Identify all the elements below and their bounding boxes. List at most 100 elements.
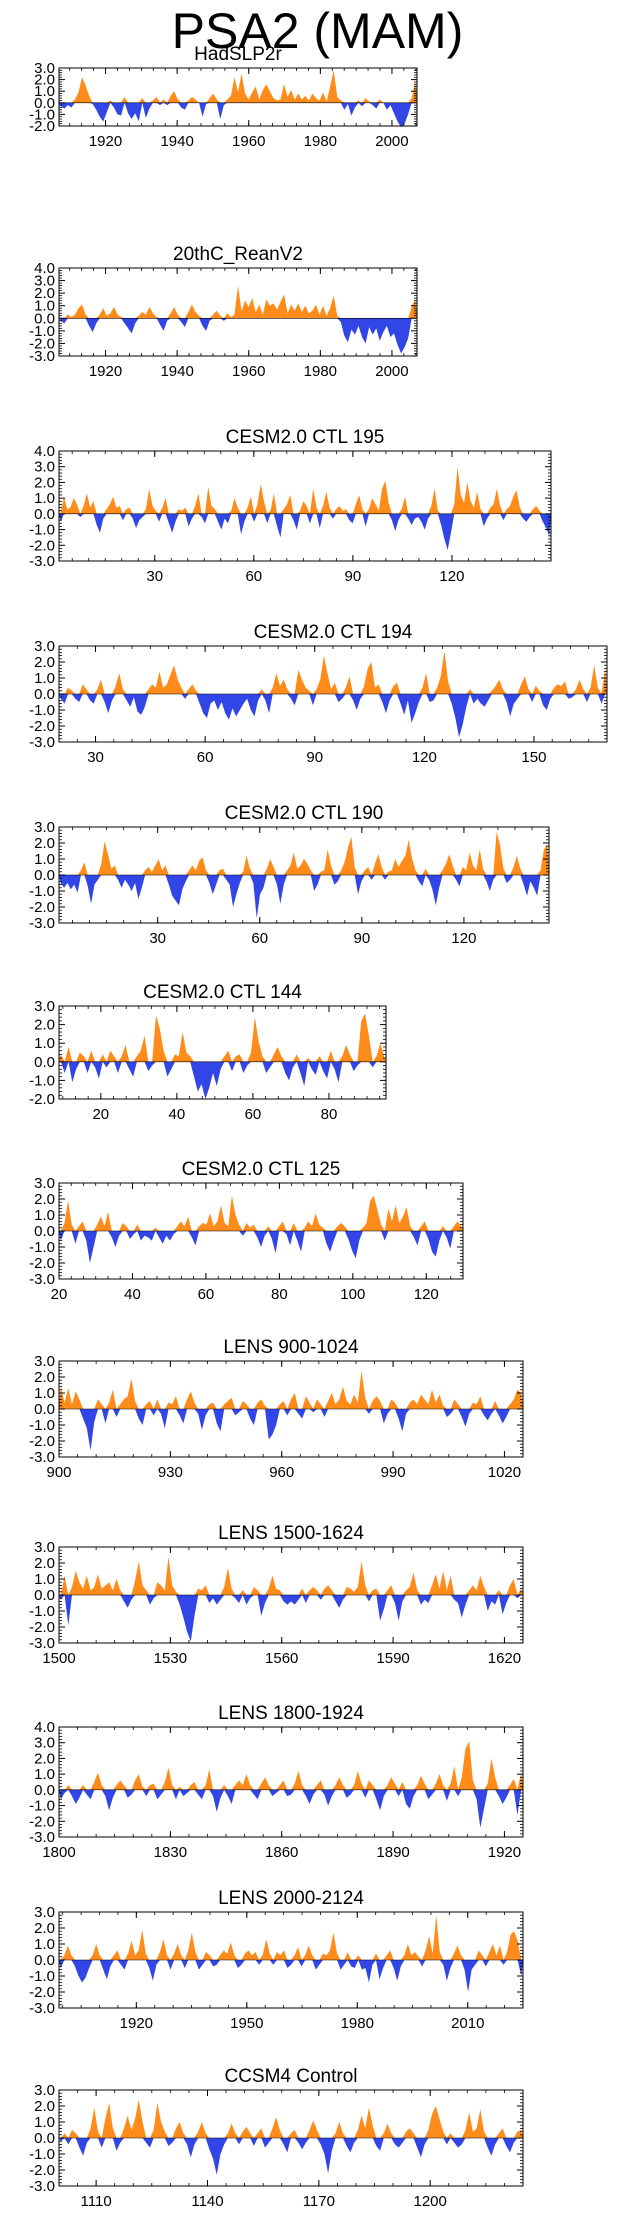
x-tick-label: 120 [451, 930, 476, 947]
y-tick-label: 0.0 [34, 686, 55, 703]
negative-area-series [59, 514, 551, 550]
y-tick-label: -3.0 [29, 734, 55, 751]
positive-area-series [59, 832, 549, 875]
y-tick-label: 3.0 [34, 1353, 55, 1370]
y-tick-label: -2.0 [29, 118, 55, 135]
x-tick-label: 960 [269, 1464, 294, 1481]
chart-title: CESM2.0 CTL 190 [225, 803, 384, 824]
negative-area-series [59, 694, 607, 737]
x-tick-label: 2000 [375, 133, 408, 150]
x-tick-label: 1960 [232, 363, 265, 380]
x-tick-label: 60 [198, 1286, 215, 1303]
negative-area-series [59, 1409, 523, 1451]
y-tick-label: -1.0 [29, 1968, 55, 1985]
positive-area-series [59, 70, 417, 102]
y-tick-label: 3.0 [34, 1539, 55, 1556]
negative-area-series [59, 103, 417, 127]
y-tick-label: 0.0 [34, 1401, 55, 1418]
negative-area-series [59, 1231, 463, 1263]
chart-title: LENS 900-1024 [223, 1337, 359, 1358]
positive-area-series [59, 286, 417, 319]
y-tick-label: 0.0 [34, 1223, 55, 1240]
positive-area-series [59, 1557, 523, 1595]
y-tick-label: 3.0 [34, 459, 55, 476]
x-tick-label: 1500 [42, 1650, 75, 1667]
negative-area-series [59, 1790, 523, 1828]
y-tick-label: 0.0 [34, 1782, 55, 1799]
positive-area-series [59, 1741, 523, 1790]
x-tick-label: 1860 [265, 1844, 298, 1861]
x-tick-label: 150 [521, 749, 546, 766]
positive-area-series [59, 651, 607, 694]
x-tick-label: 1950 [230, 2015, 263, 2032]
x-tick-label: 90 [354, 930, 371, 947]
x-tick-label: 1020 [488, 1464, 521, 1481]
y-tick-label: 2.0 [34, 1555, 55, 1572]
x-tick-label: 1920 [89, 133, 122, 150]
x-tick-label: 80 [321, 1106, 338, 1123]
chart-panel-cesm2-ctl-125: CESM2.0 CTL 1253.02.01.00.0-1.0-2.0-3.02… [0, 1149, 635, 1311]
x-tick-label: 120 [412, 749, 437, 766]
y-tick-label: 3.0 [34, 1904, 55, 1921]
y-tick-label: 3.0 [34, 638, 55, 655]
chart-panel-lens-900-1024: LENS 900-10243.02.01.00.0-1.0-2.0-3.0900… [0, 1327, 635, 1489]
y-tick-label: -2.0 [29, 1813, 55, 1830]
y-tick-label: -1.0 [29, 522, 55, 539]
chart-title: CESM2.0 CTL 144 [143, 982, 302, 1003]
negative-area-series [59, 1062, 386, 1099]
x-tick-label: 120 [439, 568, 464, 585]
x-tick-label: 1590 [376, 1650, 409, 1667]
x-tick-label: 1920 [120, 2015, 153, 2032]
x-tick-label: 40 [124, 1286, 141, 1303]
y-tick-label: 3.0 [34, 1735, 55, 1752]
y-tick-label: -2.0 [29, 2162, 55, 2179]
chart-title: CESM2.0 CTL 194 [254, 622, 413, 643]
y-tick-label: 1.0 [34, 851, 55, 868]
x-tick-label: 30 [146, 568, 163, 585]
y-tick-label: -1.0 [29, 1417, 55, 1434]
chart-panel-ccsm4-control: CCSM4 Control3.02.01.00.0-1.0-2.0-3.0111… [0, 2056, 635, 2218]
positive-area-series [59, 1013, 386, 1061]
chart-panel-cesm2-ctl-195: CESM2.0 CTL 1954.03.02.01.00.0-1.0-2.0-3… [0, 417, 635, 593]
y-tick-label: 2.0 [34, 2098, 55, 2115]
x-tick-label: 30 [87, 749, 104, 766]
y-tick-label: 2.0 [34, 1369, 55, 1386]
chart-title: 20thC_ReanV2 [173, 244, 303, 265]
y-tick-label: 2.0 [34, 835, 55, 852]
y-tick-label: -2.0 [29, 718, 55, 735]
y-tick-label: 2.0 [34, 1920, 55, 1937]
y-tick-label: 1.0 [34, 1766, 55, 1783]
x-tick-label: 930 [158, 1464, 183, 1481]
y-tick-label: 0.0 [34, 1952, 55, 1969]
chart-title: CESM2.0 CTL 125 [182, 1159, 341, 1180]
chart-title: CESM2.0 CTL 195 [226, 427, 385, 448]
x-tick-label: 1800 [42, 1844, 75, 1861]
y-tick-label: 3.0 [34, 998, 55, 1015]
x-tick-label: 1530 [154, 1650, 187, 1667]
y-tick-label: -2.0 [29, 1984, 55, 2001]
chart-title: LENS 1800-1924 [218, 1703, 364, 1724]
x-tick-label: 60 [245, 1106, 262, 1123]
y-tick-label: 1.0 [34, 1207, 55, 1224]
y-tick-label: -2.0 [29, 1433, 55, 1450]
x-tick-label: 1890 [376, 1844, 409, 1861]
y-tick-label: 1.0 [34, 1385, 55, 1402]
x-tick-label: 90 [345, 568, 362, 585]
y-tick-label: -3.0 [29, 348, 55, 365]
x-tick-label: 60 [251, 930, 268, 947]
x-tick-label: 20 [92, 1106, 109, 1123]
y-tick-label: 0.0 [34, 1054, 55, 1071]
y-tick-label: -2.0 [29, 537, 55, 554]
x-tick-label: 20 [51, 1286, 68, 1303]
positive-area-series [59, 2100, 523, 2138]
x-tick-label: 2010 [451, 2015, 484, 2032]
y-tick-label: 0.0 [34, 2130, 55, 2147]
y-tick-label: -2.0 [29, 1619, 55, 1636]
y-tick-label: 1.0 [34, 1035, 55, 1052]
negative-area-series [59, 1595, 523, 1641]
y-tick-label: 4.0 [34, 443, 55, 460]
x-tick-label: 100 [340, 1286, 365, 1303]
